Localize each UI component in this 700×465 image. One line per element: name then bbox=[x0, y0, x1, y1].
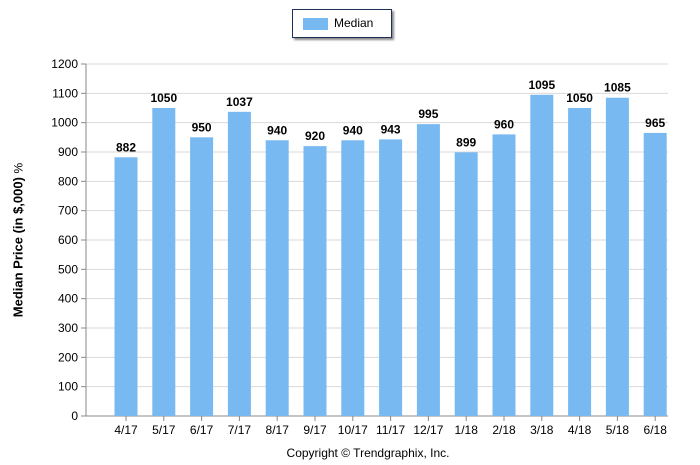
data-label: 1050 bbox=[566, 91, 593, 105]
x-tick-label: 5/17 bbox=[152, 423, 176, 437]
y-tick-label: 900 bbox=[58, 145, 78, 159]
x-tick-label: 8/17 bbox=[266, 423, 290, 437]
bar bbox=[265, 140, 289, 416]
data-label: 920 bbox=[305, 129, 325, 143]
legend-swatch-median bbox=[303, 18, 328, 30]
data-label: 995 bbox=[418, 107, 438, 121]
bar bbox=[227, 111, 251, 417]
bar bbox=[416, 124, 440, 416]
y-tick-label: 1100 bbox=[52, 86, 78, 100]
data-label: 950 bbox=[192, 120, 212, 134]
x-tick-label: 9/17 bbox=[303, 423, 327, 437]
y-tick-label: 700 bbox=[58, 204, 78, 218]
x-tick-label: 12/17 bbox=[413, 423, 443, 437]
bar bbox=[568, 108, 592, 416]
bar bbox=[152, 108, 176, 416]
y-tick-label: 200 bbox=[58, 350, 78, 364]
x-tick-label: 4/18 bbox=[568, 423, 592, 437]
data-label: 882 bbox=[116, 140, 136, 154]
y-tick-label: 800 bbox=[58, 174, 78, 188]
x-tick-label: 7/17 bbox=[228, 423, 252, 437]
x-tick-label: 5/18 bbox=[606, 423, 630, 437]
bar bbox=[303, 146, 327, 416]
data-label: 1085 bbox=[604, 81, 631, 95]
bar bbox=[341, 140, 365, 416]
y-tick-label: 1200 bbox=[51, 57, 78, 71]
bar bbox=[454, 152, 478, 416]
x-tick-label: 3/18 bbox=[530, 423, 554, 437]
bar bbox=[530, 94, 554, 417]
data-label: 960 bbox=[494, 117, 514, 131]
x-tick-label: 11/17 bbox=[376, 423, 405, 437]
data-label: 940 bbox=[343, 123, 363, 137]
legend-label-median: Median bbox=[334, 16, 374, 30]
x-tick-label: 4/17 bbox=[114, 423, 138, 437]
data-label: 940 bbox=[267, 123, 287, 137]
data-label: 965 bbox=[645, 116, 665, 130]
y-tick-label: 1000 bbox=[51, 116, 78, 130]
bar bbox=[114, 157, 138, 416]
y-tick-label: 100 bbox=[58, 380, 78, 394]
x-tick-label: 6/17 bbox=[190, 423, 214, 437]
bar bbox=[605, 97, 629, 416]
legend: Median bbox=[292, 9, 392, 38]
x-tick-label: 6/18 bbox=[644, 423, 668, 437]
bar bbox=[190, 137, 214, 417]
data-label: 1050 bbox=[150, 91, 177, 105]
x-tick-label: 2/18 bbox=[492, 423, 516, 437]
data-label: 943 bbox=[381, 122, 401, 136]
x-tick-label: 10/17 bbox=[338, 423, 368, 437]
data-label: 899 bbox=[456, 135, 476, 149]
y-tick-label: 300 bbox=[58, 321, 78, 335]
copyright-footer: Copyright © Trendgraphix, Inc. bbox=[286, 446, 450, 460]
y-tick-label: 600 bbox=[58, 233, 78, 247]
y-tick-label: 400 bbox=[58, 292, 78, 306]
bar bbox=[643, 132, 667, 416]
y-tick-label: 500 bbox=[58, 262, 78, 276]
bar bbox=[492, 134, 516, 416]
x-tick-label: 1/18 bbox=[455, 423, 479, 437]
y-tick-label: 0 bbox=[71, 409, 78, 423]
bar bbox=[379, 139, 403, 417]
data-label: 1095 bbox=[528, 78, 555, 92]
data-label: 1037 bbox=[226, 95, 253, 109]
